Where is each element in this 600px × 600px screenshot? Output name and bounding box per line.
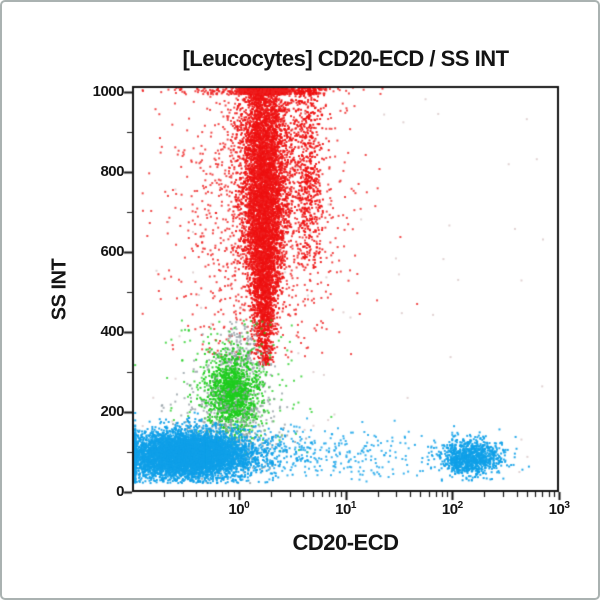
x-tick-label: 101: [335, 500, 356, 518]
x-tick-label: 100: [228, 500, 250, 518]
y-tick-label: 600: [100, 243, 124, 260]
chart-title: [Leucocytes] CD20-ECD / SS INT: [182, 46, 509, 71]
y-tick-label: 400: [100, 323, 124, 340]
x-tick-label: 103: [548, 500, 570, 518]
y-tick-label: 1000: [92, 83, 125, 100]
y-tick-label: 800: [100, 163, 124, 180]
y-tick-label: 0: [116, 483, 124, 500]
x-tick-label: 102: [441, 500, 463, 518]
y-tick-label: 200: [100, 403, 124, 420]
x-axis-label: CD20-ECD: [292, 530, 399, 555]
